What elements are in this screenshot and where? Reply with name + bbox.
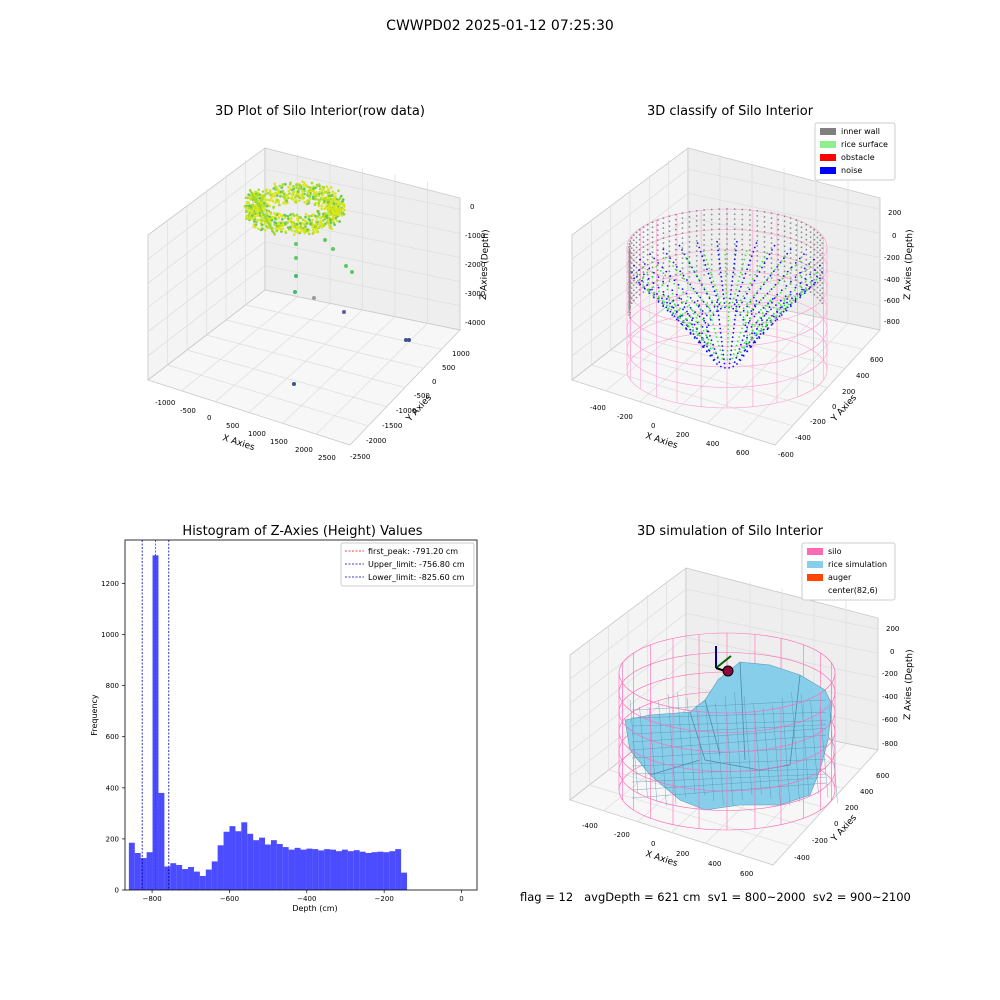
status-line: flag = 12 avgDepth = 621 cm sv1 = 800~20…: [520, 890, 911, 904]
p4-xtick: 600: [740, 870, 753, 878]
p4-xtick: 200: [676, 850, 689, 858]
p4-legend-label: center(82,6): [828, 586, 878, 595]
p4-legend-label: auger: [828, 573, 852, 582]
p4-xlabel: X Axies: [644, 849, 679, 869]
p4-ytick: 600: [876, 772, 889, 780]
p4-legend-swatch-silo: [807, 548, 823, 555]
p4-ytick: 400: [860, 788, 873, 796]
p4-xtick: -200: [614, 831, 630, 839]
p4-legend-label: silo: [828, 547, 842, 556]
p4-ztick: -800: [882, 740, 898, 748]
p4-ytick: -400: [794, 854, 810, 862]
p4-legend-swatch-rice: [807, 561, 823, 568]
p4-ztick: -200: [882, 670, 898, 678]
p4-ztick: 200: [886, 625, 899, 633]
p4-zlabel: Z Axies (Depth): [903, 649, 915, 720]
panel4-legend: silo rice simulation auger center(82,6): [802, 543, 895, 600]
p4-ztick: -400: [882, 693, 898, 701]
p4-ytick: 200: [845, 804, 858, 812]
p4-xtick: -400: [582, 822, 598, 830]
p4-ylabel: Y Axies: [829, 813, 859, 845]
p4-legend-label: rice simulation: [828, 560, 887, 569]
p4-ytick: -200: [812, 837, 828, 845]
p4-legend-swatch-auger: [807, 574, 823, 581]
p4-ztick: 0: [890, 648, 894, 656]
p4-xtick: 0: [651, 840, 655, 848]
p4-xtick: 400: [708, 860, 721, 868]
p4-ytick: 0: [834, 820, 838, 828]
p4-ztick: -600: [882, 716, 898, 724]
auger-center-marker: [723, 666, 733, 676]
